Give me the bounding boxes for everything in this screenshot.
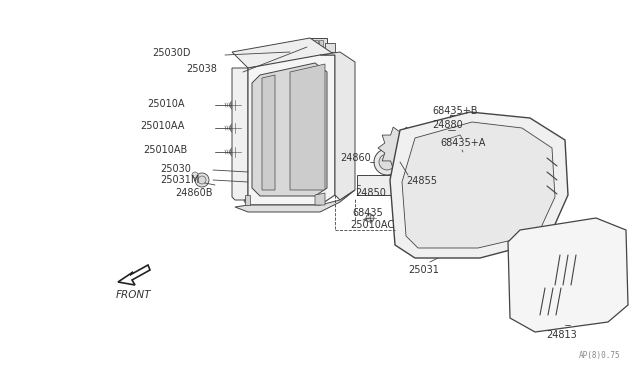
Circle shape xyxy=(366,214,374,222)
Text: 24813: 24813 xyxy=(546,330,577,340)
Text: 68435+A: 68435+A xyxy=(440,138,485,148)
Text: 24880: 24880 xyxy=(432,120,463,130)
Circle shape xyxy=(230,147,240,157)
Bar xyxy=(295,174,315,186)
Bar xyxy=(295,158,315,170)
Polygon shape xyxy=(232,38,335,68)
Text: 25030D: 25030D xyxy=(152,48,191,58)
Circle shape xyxy=(379,154,395,170)
Ellipse shape xyxy=(445,123,465,137)
Polygon shape xyxy=(262,75,275,190)
Circle shape xyxy=(422,222,438,238)
Polygon shape xyxy=(378,127,422,169)
Text: 25038: 25038 xyxy=(186,64,217,74)
Circle shape xyxy=(540,303,550,313)
Text: 24850: 24850 xyxy=(355,188,386,198)
Circle shape xyxy=(230,100,240,110)
Bar xyxy=(295,97,320,115)
Circle shape xyxy=(374,149,400,175)
Circle shape xyxy=(192,172,198,178)
Polygon shape xyxy=(315,193,325,205)
Text: 25010AA: 25010AA xyxy=(140,121,184,131)
Text: 24855: 24855 xyxy=(406,176,437,186)
Polygon shape xyxy=(390,112,568,258)
Bar xyxy=(295,138,320,153)
Polygon shape xyxy=(252,63,327,196)
Text: FRONT: FRONT xyxy=(115,290,151,300)
Polygon shape xyxy=(320,52,355,200)
Bar xyxy=(319,40,323,50)
Polygon shape xyxy=(402,122,555,248)
Text: 68435: 68435 xyxy=(352,208,383,218)
Bar xyxy=(325,43,335,52)
Circle shape xyxy=(198,176,206,184)
Bar xyxy=(309,40,313,50)
Text: 25010A: 25010A xyxy=(147,99,184,109)
Bar xyxy=(357,175,395,195)
Text: 24860B: 24860B xyxy=(175,188,212,198)
Polygon shape xyxy=(245,55,335,205)
Text: AP(8)0.75: AP(8)0.75 xyxy=(579,351,620,360)
Circle shape xyxy=(492,157,548,213)
Polygon shape xyxy=(508,218,628,332)
Circle shape xyxy=(244,196,252,204)
Polygon shape xyxy=(290,64,325,190)
Circle shape xyxy=(230,123,240,133)
Polygon shape xyxy=(235,190,355,212)
Circle shape xyxy=(195,173,209,187)
Text: 25010AC: 25010AC xyxy=(350,220,394,230)
Text: 25010AB: 25010AB xyxy=(143,145,188,155)
Bar xyxy=(295,75,320,93)
Text: 68435+B: 68435+B xyxy=(432,106,477,116)
Circle shape xyxy=(410,148,494,232)
Text: 25031: 25031 xyxy=(408,265,439,275)
Polygon shape xyxy=(245,195,250,205)
Text: 25030: 25030 xyxy=(160,164,191,174)
Bar xyxy=(314,40,318,50)
Polygon shape xyxy=(232,68,248,200)
Text: 25031M: 25031M xyxy=(160,175,200,185)
Text: 24860: 24860 xyxy=(340,153,371,163)
Bar xyxy=(295,119,320,134)
Bar xyxy=(450,115,480,127)
Bar xyxy=(307,38,327,52)
Bar xyxy=(463,148,491,164)
